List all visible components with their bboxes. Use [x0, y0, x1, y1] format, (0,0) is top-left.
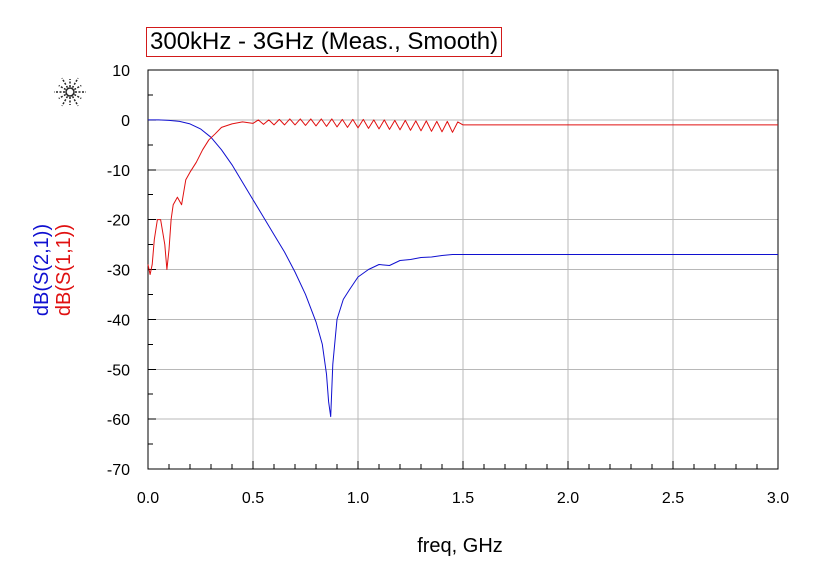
- starburst-logo-icon: [54, 77, 86, 107]
- x-tick-label: 2.0: [557, 490, 579, 507]
- x-axis-label: freq, GHz: [417, 535, 503, 557]
- grid: [148, 70, 778, 469]
- series: [147, 118, 778, 418]
- y-axis-labels: dB(S(2,1)) dB(S(1,1)): [31, 224, 75, 316]
- x-tick-label: 3.0: [767, 490, 789, 507]
- series-line-db-s-2-1-: [148, 119, 778, 418]
- y-tick-label: -30: [107, 263, 130, 280]
- series-line-db-s-1-1-: [147, 118, 778, 275]
- y-axis-label-1: dB(S(2,1)): [31, 224, 53, 316]
- x-tick-label: 1.5: [452, 490, 474, 507]
- y-tick-label: 10: [112, 63, 130, 80]
- y-tick-label: 0: [121, 113, 130, 130]
- y-tick-label: -20: [107, 213, 130, 230]
- x-tick-label: 0.5: [242, 490, 264, 507]
- y-tick-label: -10: [107, 163, 130, 180]
- y-tick-label: -50: [107, 362, 130, 379]
- x-tick-label: 2.5: [662, 490, 684, 507]
- x-tick-label: 1.0: [347, 490, 369, 507]
- x-tick-labels: 0.0 0.5 1.0 1.5 2.0 2.5 3.0: [137, 490, 789, 507]
- y-tick-label: -40: [107, 312, 130, 329]
- y-tick-label: -70: [107, 462, 130, 479]
- y-tick-label: -60: [107, 412, 130, 429]
- chart-title: 300kHz - 3GHz (Meas., Smooth): [146, 27, 503, 57]
- axis-ticks: [147, 69, 779, 470]
- x-tick-label: 0.0: [137, 490, 159, 507]
- y-tick-labels: 10 0 -10 -20 -30 -40 -50 -60 -70: [107, 63, 130, 479]
- y-axis-label-2: dB(S(1,1)): [53, 224, 75, 316]
